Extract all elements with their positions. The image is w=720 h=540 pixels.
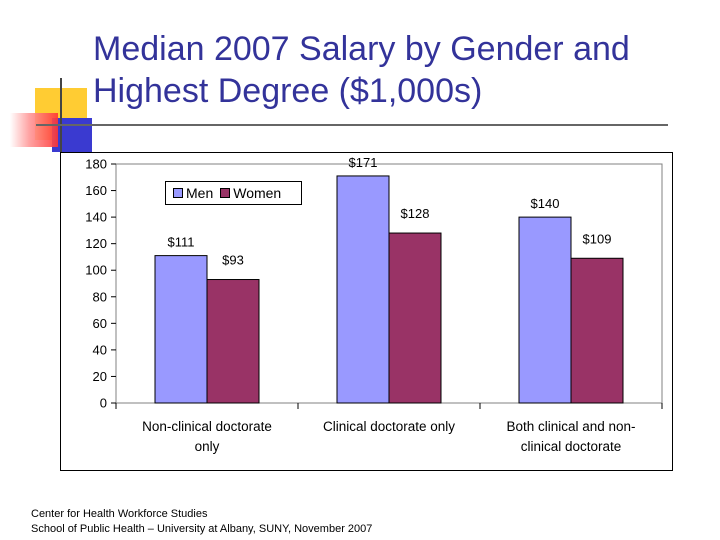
y-tick-label: 60 [93, 316, 107, 331]
x-category-label: Non-clinical doctorate [142, 419, 272, 434]
x-category-label: Clinical doctorate only [323, 419, 455, 434]
y-tick-label: 20 [93, 369, 107, 384]
deco-vertical-line [60, 78, 62, 158]
bar-men [336, 175, 390, 404]
bar-chart: 0 20 40 60 80 100 120 140 160 180 $111 $93 Non-clini… [85, 155, 663, 454]
data-label: $111 [168, 235, 195, 250]
y-tick-label: 100 [85, 263, 107, 278]
data-label: $128 [401, 206, 430, 221]
legend-label-women: Women [233, 185, 282, 201]
slide-footer: Center for Health Workforce Studies Scho… [31, 507, 372, 537]
y-tick-label: 180 [85, 157, 107, 172]
y-tick-label: 140 [85, 210, 107, 225]
data-label: $171 [349, 155, 378, 170]
deco-red-square [10, 113, 58, 147]
legend-swatch-men [173, 188, 183, 198]
footer-line-1: Center for Health Workforce Studies [31, 508, 208, 520]
legend-label-men: Men [186, 185, 214, 201]
bar-women [570, 257, 624, 404]
chart-frame: 0 20 40 60 80 100 120 140 160 180 $111 $93 Non-clini… [60, 152, 673, 471]
data-label: $93 [222, 253, 244, 268]
deco-blue-square [52, 118, 92, 152]
x-category-label: clinical doctorate [521, 439, 622, 454]
title-underline [36, 124, 668, 126]
y-tick-label: 40 [93, 342, 107, 357]
bar-women [206, 279, 260, 404]
legend-swatch-women [220, 188, 231, 198]
y-tick-label: 0 [100, 396, 107, 411]
data-label: $140 [531, 196, 560, 211]
x-category-label: only [195, 439, 220, 454]
chart-legend: Men Women [165, 181, 302, 205]
legend-entry-men: Men [173, 185, 213, 201]
bar-men [518, 216, 572, 404]
y-tick-label: 120 [85, 236, 107, 251]
bar-men [154, 255, 208, 404]
data-label: $109 [583, 231, 612, 246]
x-category-label: Both clinical and non- [506, 419, 635, 434]
legend-entry-women: Women [220, 185, 281, 201]
bar-women [388, 232, 442, 404]
footer-line-2: School of Public Health – University at … [31, 523, 373, 535]
y-tick-label: 160 [85, 183, 107, 198]
slide-title: Median 2007 Salary by Gender and Highest… [93, 30, 630, 110]
y-tick-label: 80 [93, 289, 107, 304]
